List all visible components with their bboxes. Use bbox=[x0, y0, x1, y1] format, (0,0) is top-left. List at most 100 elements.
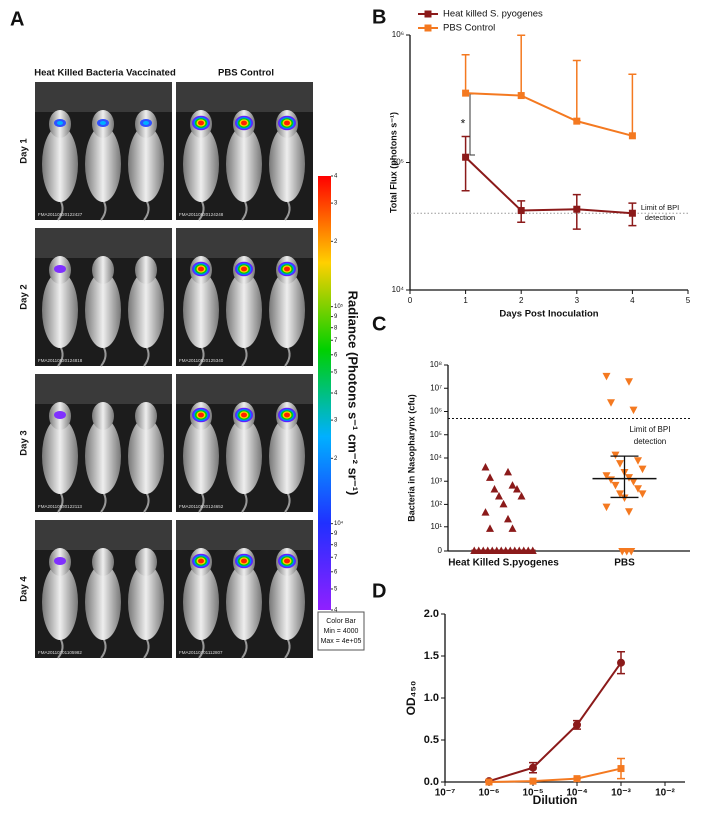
panel-label: A bbox=[10, 8, 24, 30]
tick-label: 8 bbox=[334, 325, 338, 331]
tick-label: 3 bbox=[334, 418, 338, 424]
tick-label: 7 bbox=[334, 338, 338, 344]
x-tick-label: 5 bbox=[686, 296, 691, 305]
marker bbox=[529, 763, 537, 772]
limit-label: detection bbox=[634, 437, 666, 446]
marker bbox=[517, 491, 526, 500]
signal bbox=[143, 121, 149, 125]
y-tick-label: 2.0 bbox=[424, 608, 439, 620]
y-tick-label: 10⁷ bbox=[430, 383, 442, 392]
mouse-head bbox=[135, 402, 157, 430]
marker bbox=[620, 494, 629, 502]
marker bbox=[504, 467, 512, 476]
error-bar bbox=[628, 73, 637, 136]
mouse-body bbox=[183, 564, 219, 640]
legend-label: Heat killed S. pyogenes bbox=[443, 9, 543, 20]
error-bar bbox=[461, 135, 470, 192]
marker bbox=[629, 406, 638, 415]
significance-bracket bbox=[469, 93, 475, 156]
legend-marker bbox=[424, 10, 432, 18]
image-backdrop bbox=[176, 82, 313, 112]
marker bbox=[490, 485, 499, 493]
marker bbox=[617, 658, 625, 667]
x-tick-label: 2 bbox=[519, 296, 524, 305]
tick-label: 6 bbox=[334, 569, 338, 575]
marker bbox=[634, 485, 642, 493]
image-id: FMA20110701105982 bbox=[38, 650, 82, 655]
mouse-body bbox=[226, 126, 262, 202]
error-bar bbox=[517, 34, 526, 96]
marker bbox=[513, 485, 521, 493]
x-tick-label: 10⁻⁶ bbox=[478, 788, 499, 799]
marker bbox=[499, 499, 508, 508]
y-axis-label: Total Flux (photons s⁻¹) bbox=[388, 112, 398, 213]
error-bar bbox=[572, 59, 581, 122]
marker bbox=[638, 490, 647, 498]
limit-label: detection bbox=[645, 213, 675, 222]
x-tick-label: 10⁻³ bbox=[611, 788, 631, 799]
marker bbox=[462, 89, 470, 97]
column-header: Heat Killed Bacteria Vaccinated bbox=[34, 68, 176, 79]
signal bbox=[198, 558, 204, 564]
tick-label: 2 bbox=[334, 239, 338, 245]
marker bbox=[573, 775, 581, 783]
marker bbox=[481, 463, 490, 471]
tick-label: 4 bbox=[334, 391, 338, 397]
mouse-body bbox=[269, 418, 305, 494]
image-backdrop bbox=[35, 520, 172, 550]
mouse-head bbox=[135, 256, 157, 284]
mouse-body bbox=[183, 126, 219, 202]
signal bbox=[241, 120, 247, 126]
x-axis-label: Days Post Inoculation bbox=[499, 309, 598, 320]
tick-label: 5 bbox=[334, 370, 338, 376]
mouse-body bbox=[226, 272, 262, 348]
y-tick-label: 0 bbox=[438, 546, 443, 555]
image-id: FMA20110920124818 bbox=[38, 358, 83, 363]
image-backdrop bbox=[176, 520, 313, 550]
mouse-body bbox=[269, 564, 305, 640]
mouse-body bbox=[183, 272, 219, 348]
marker bbox=[573, 205, 581, 213]
y-tick-label: 0.5 bbox=[424, 734, 439, 746]
tick-label: 2 bbox=[334, 456, 338, 462]
signal bbox=[284, 558, 290, 564]
legend-label: PBS Control bbox=[443, 23, 495, 34]
x-tick-label: 10⁻⁷ bbox=[435, 788, 456, 799]
image-id: FMA20110930122113 bbox=[38, 504, 82, 509]
x-tick-label: 1 bbox=[463, 296, 468, 305]
image-id: FMA20110920124248 bbox=[179, 212, 224, 217]
signal bbox=[241, 266, 247, 272]
panel-label: D bbox=[372, 580, 386, 602]
tick-label: 3 bbox=[334, 201, 338, 207]
signal bbox=[198, 412, 204, 418]
colorbar-box-text: Min = 4000 bbox=[324, 628, 359, 635]
image-backdrop bbox=[176, 228, 313, 258]
mouse-body bbox=[183, 418, 219, 494]
y-tick-label: 1.0 bbox=[424, 692, 439, 704]
marker bbox=[617, 765, 625, 773]
y-tick-label: 1.5 bbox=[424, 650, 439, 662]
signal bbox=[100, 121, 106, 125]
mouse-body bbox=[42, 564, 78, 640]
signal bbox=[241, 412, 247, 418]
mouse-body bbox=[128, 564, 164, 640]
column-header: PBS Control bbox=[218, 68, 274, 79]
mouse-head bbox=[92, 402, 114, 430]
tick-label: 9 bbox=[334, 314, 338, 320]
mouse-body bbox=[226, 418, 262, 494]
mouse-head bbox=[92, 256, 114, 284]
error-bar bbox=[461, 54, 470, 94]
x-tick-label: 4 bbox=[630, 296, 635, 305]
tick-label: 8 bbox=[334, 542, 338, 548]
tick-label: 10⁴ bbox=[334, 520, 344, 527]
x-axis-label: Dilution bbox=[533, 793, 578, 807]
signal bbox=[284, 412, 290, 418]
marker bbox=[508, 524, 517, 532]
marker bbox=[638, 465, 647, 474]
x-tick-label: PBS bbox=[614, 558, 635, 569]
tick-label: 4 bbox=[334, 174, 338, 180]
image-backdrop bbox=[35, 228, 172, 258]
y-tick-label: 10² bbox=[430, 500, 442, 509]
tick-label: 9 bbox=[334, 531, 338, 537]
marker bbox=[628, 209, 636, 217]
